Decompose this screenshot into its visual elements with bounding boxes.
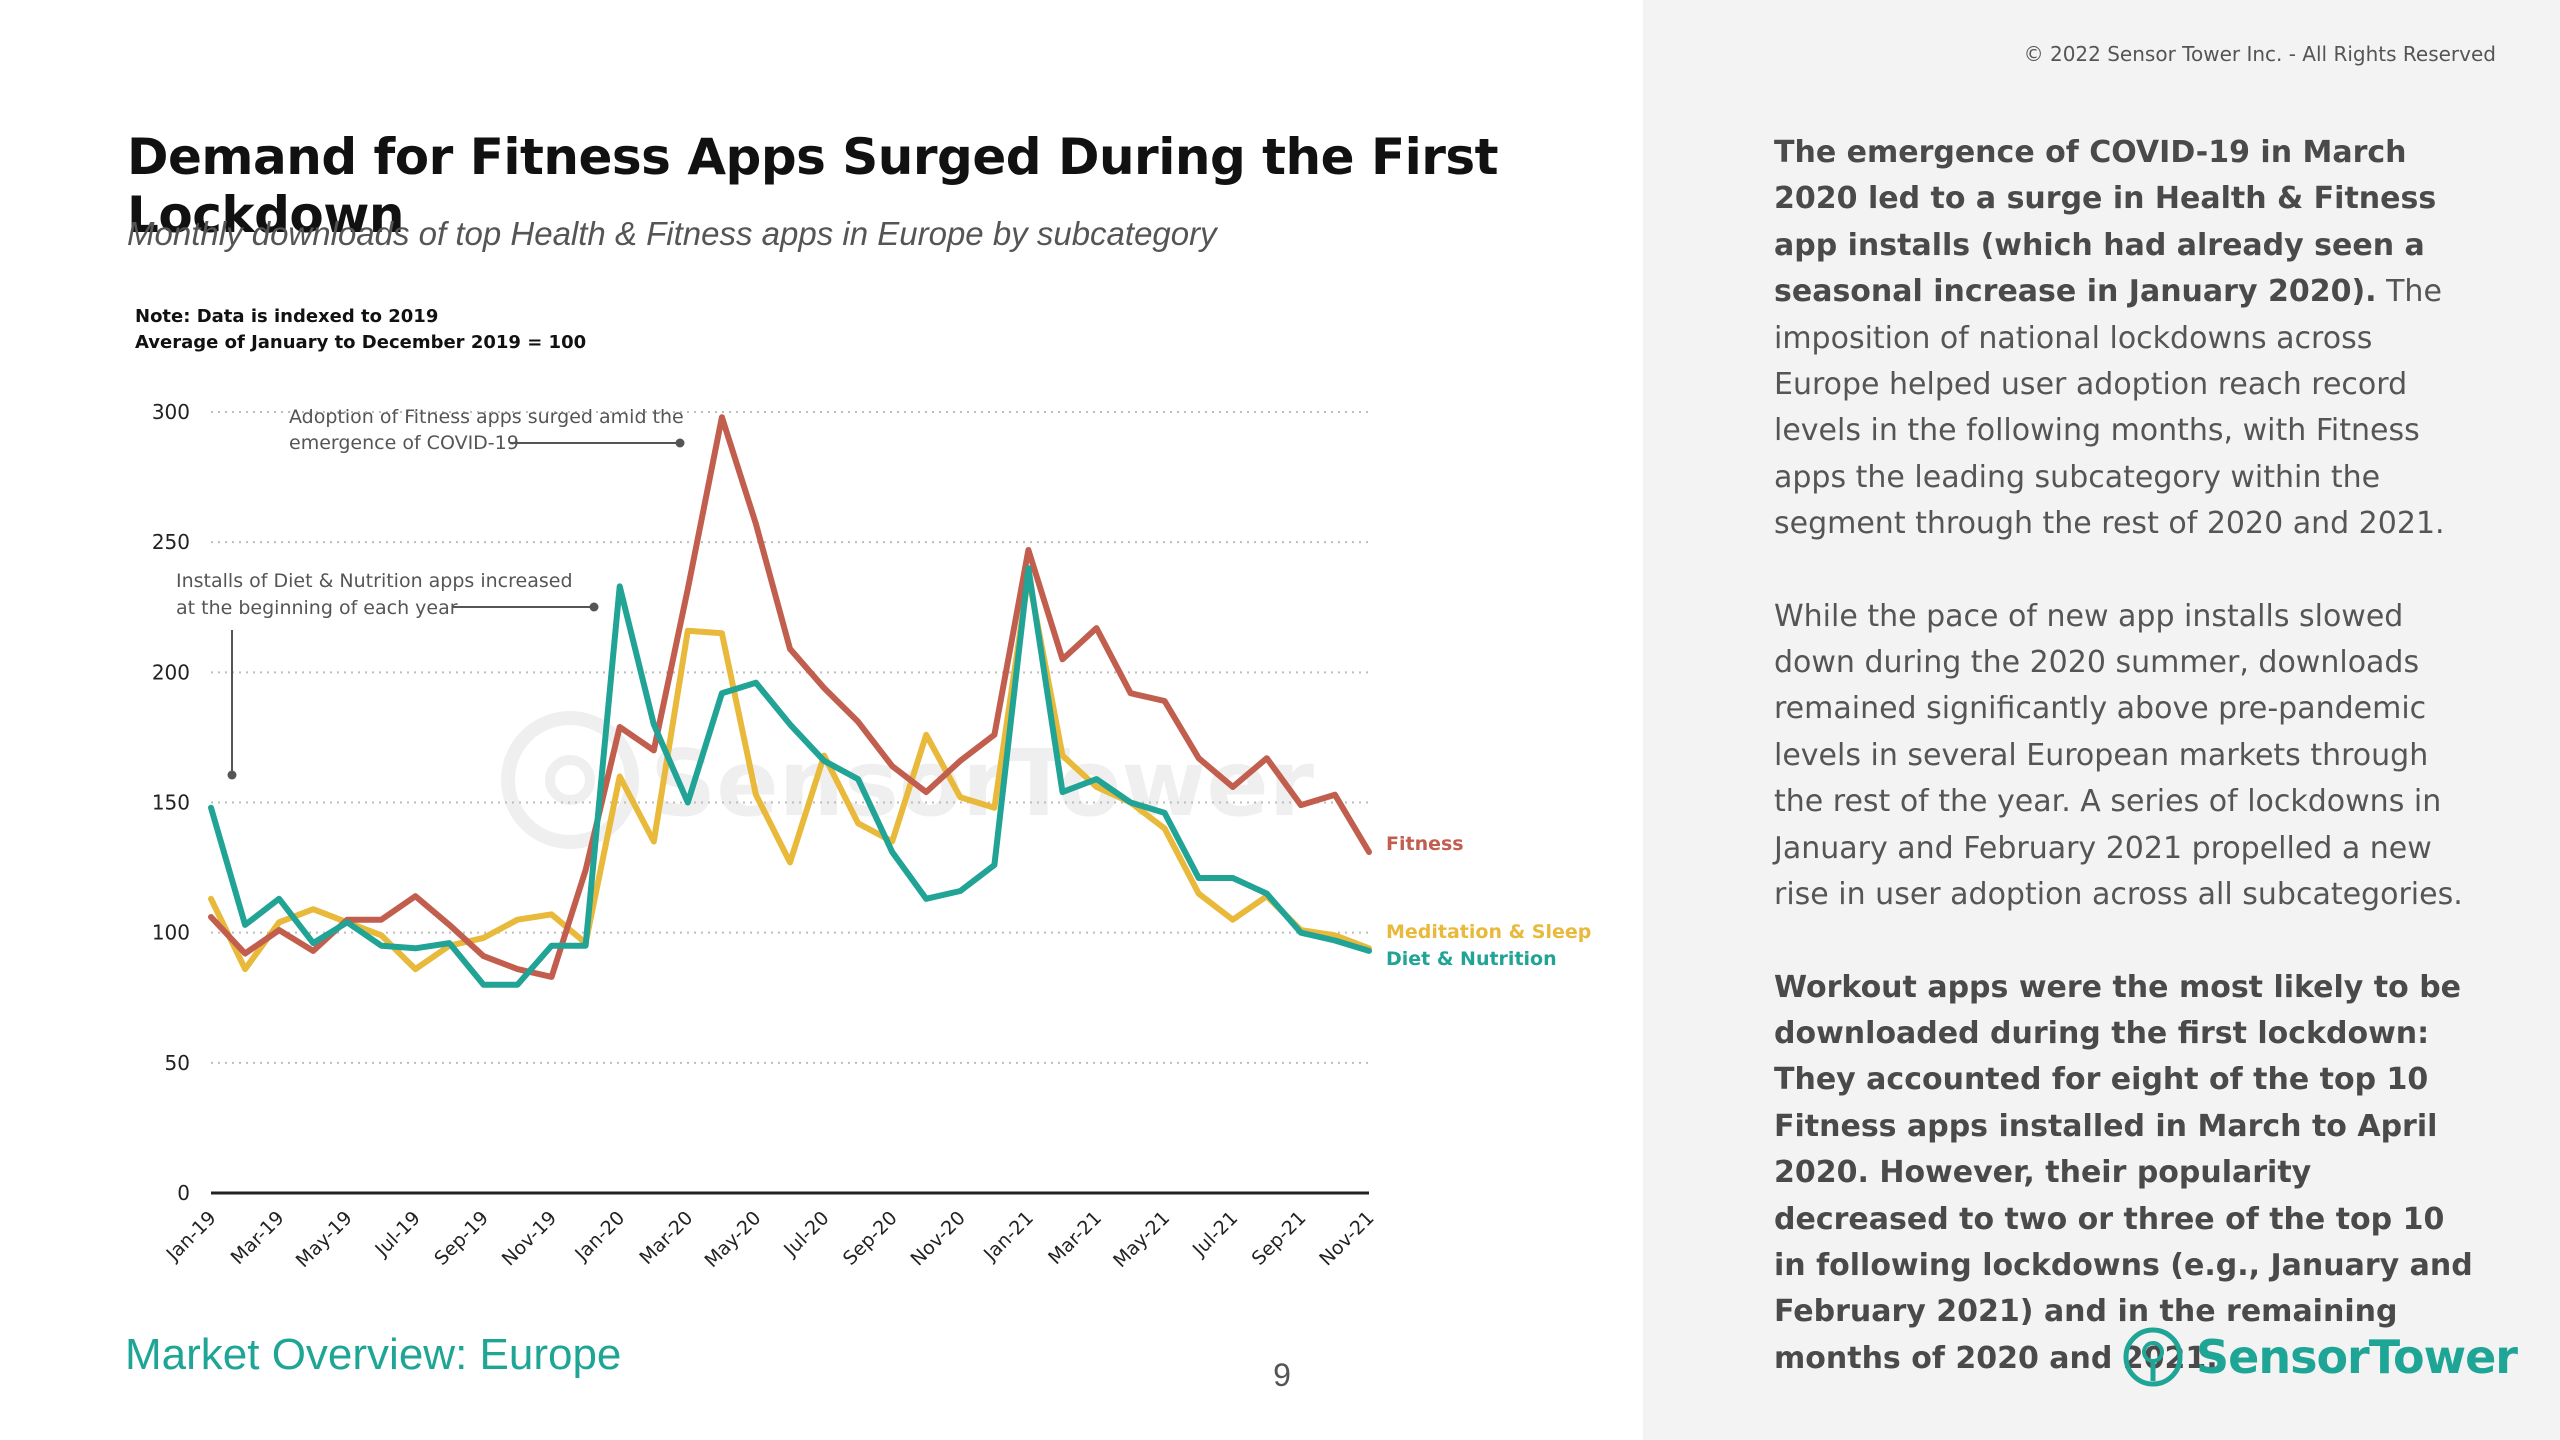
x-tick-label: Jul-21 <box>1188 1207 1242 1261</box>
annotation-diet-dot-h <box>589 602 599 612</box>
chart-series <box>208 414 1372 988</box>
x-tick-label: Mar-20 <box>635 1207 697 1269</box>
annotation-diet-dot-v <box>227 770 237 780</box>
chart-note: Note: Data is indexed to 2019 Average of… <box>135 304 586 356</box>
sensor-tower-logo: SensorTower <box>2122 1322 2518 1392</box>
x-tick-label: May-20 <box>700 1207 765 1272</box>
copyright-notice: © 2022 Sensor Tower Inc. - All Rights Re… <box>2023 42 2496 66</box>
x-tick-label: Jul-20 <box>779 1207 833 1261</box>
commentary-p1-rest: The imposition of national lockdowns acr… <box>1774 274 2445 542</box>
commentary-text: The emergence of COVID-19 in March 2020 … <box>1774 130 2474 1428</box>
chart-note-line-1: Note: Data is indexed to 2019 <box>135 306 439 327</box>
commentary-paragraph-2: While the pace of new app installs slowe… <box>1774 598 2463 913</box>
sensor-tower-logo-icon <box>2123 1327 2183 1387</box>
page-title: Demand for Fitness Apps Surged During th… <box>127 128 1499 244</box>
legend-label-fitness: Fitness <box>1386 833 1464 855</box>
watermark-logo: SensorTower <box>501 711 1315 849</box>
x-tick-label: Nov-21 <box>1315 1207 1378 1270</box>
annotation-diet-line-2: at the beginning of each year <box>176 597 458 619</box>
legend-label-meditation-sleep: Meditation & Sleep <box>1386 921 1591 943</box>
commentary-panel <box>1643 0 2560 1440</box>
x-tick-label: Sep-21 <box>1248 1207 1311 1270</box>
page-number: 9 <box>1273 1357 1291 1393</box>
page-subtitle: Monthly downloads of top Health & Fitnes… <box>127 215 1217 252</box>
chart-annotations: Adoption of Fitness apps surged amid the… <box>176 406 685 780</box>
x-tick-label: Nov-19 <box>498 1207 561 1270</box>
x-tick-label: Mar-19 <box>227 1207 289 1269</box>
x-tick-label: Jan-20 <box>570 1207 629 1266</box>
commentary-p1-bold: The emergence of COVID-19 in March 2020 … <box>1774 135 2437 310</box>
svg-text:SensorTower: SensorTower <box>650 730 1315 837</box>
x-tick-label: May-19 <box>292 1207 357 1272</box>
x-tick-label: Sep-20 <box>839 1207 902 1270</box>
series-line-fitness <box>208 414 1372 980</box>
section-footer: Market Overview: Europe <box>125 1330 622 1379</box>
x-tick-label: Mar-21 <box>1044 1207 1106 1269</box>
y-tick-label: 0 <box>177 1181 190 1205</box>
chart-legend: Fitness Meditation & Sleep Diet & Nutritio… <box>1386 833 1591 970</box>
y-tick-label: 50 <box>165 1051 190 1075</box>
y-tick-label: 250 <box>152 530 190 554</box>
y-tick-label: 150 <box>152 791 190 815</box>
logo-text: SensorTower <box>2196 1330 2518 1384</box>
x-tick-label: May-21 <box>1109 1207 1174 1272</box>
legend-label-diet-nutrition: Diet & Nutrition <box>1386 948 1557 970</box>
chart-note-line-2: Average of January to December 2019 = 10… <box>135 332 587 353</box>
x-tick-label: Jan-21 <box>979 1207 1038 1266</box>
x-tick-label: Jan-19 <box>162 1207 221 1266</box>
series-line-meditation-sleep <box>208 573 1372 973</box>
y-tick-label: 300 <box>152 400 190 424</box>
x-tick-label: Jul-19 <box>370 1207 424 1261</box>
y-tick-label: 200 <box>152 660 190 684</box>
commentary-paragraph-1: The emergence of COVID-19 in March 2020 … <box>1774 130 2474 548</box>
annotation-diet-line-1: Installs of Diet & Nutrition apps increa… <box>176 570 573 592</box>
annotation-fitness-dot <box>675 438 685 448</box>
annotation-fitness-line-2: emergence of COVID-19 <box>289 432 519 454</box>
chart-panel: Demand for Fitness Apps Surged During th… <box>125 128 1592 1393</box>
y-tick-label: 100 <box>152 921 190 945</box>
x-tick-label: Sep-19 <box>430 1207 493 1270</box>
commentary-paragraph-3: Workout apps were the most likely to be … <box>1774 965 2474 1383</box>
commentary-p3-bold: Workout apps were the most likely to be … <box>1774 969 2473 1376</box>
x-axis-tick-labels: Jan-19 Mar-19 May-19 Jul-19 Sep-19 Nov-19 Jan-… <box>162 1207 1379 1272</box>
annotation-fitness-line-1: Adoption of Fitness apps surged amid the <box>289 406 684 428</box>
x-tick-label: Nov-20 <box>906 1207 969 1270</box>
y-axis-tick-labels: 0 50 100 150 200 250 300 <box>152 400 190 1205</box>
series-line-diet-nutrition <box>208 565 1372 988</box>
